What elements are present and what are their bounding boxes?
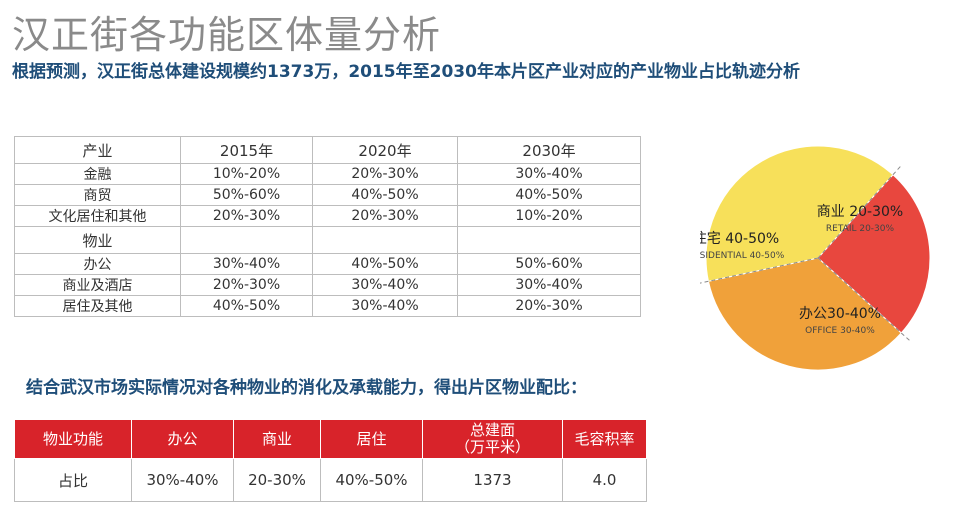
table-header-row: 产业 2015年 2020年 2030年: [14, 136, 641, 164]
table-cell: 40%-50%: [457, 184, 641, 206]
table-cell: 30%-40%: [180, 253, 313, 275]
table-cell: 居住及其他: [14, 295, 181, 317]
ratio-cell: 1373: [422, 458, 563, 502]
ratio-header-cell: 毛容积率: [562, 419, 647, 459]
page-subtitle: 根据预测，汉正街总体建设规模约1373万，2015年至2030年本片区产业对应的…: [12, 62, 800, 82]
ratio-cell: 40%-50%: [320, 458, 423, 502]
table-cell: [457, 226, 641, 254]
pie-slice-sublabel: OFFICE 30-40%: [805, 326, 875, 336]
pie-slice-label: 商业 20-30%: [817, 204, 903, 220]
table-cell: 30%-40%: [312, 274, 458, 296]
table-cell: 金融: [14, 163, 181, 185]
pie-slice-sublabel: RETAIL 20-30%: [826, 224, 895, 234]
ratio-cell: 占比: [14, 458, 132, 502]
table-cell: 40%-50%: [180, 295, 313, 317]
table-cell: 20%-30%: [180, 274, 313, 296]
table-row: 文化居住和其他 20%-30% 20%-30% 10%-20%: [14, 205, 641, 227]
table-cell: 30%-40%: [457, 163, 641, 185]
table-cell: 40%-50%: [312, 253, 458, 275]
ratio-header-cell: 物业功能: [14, 419, 132, 459]
table-cell: 商业及酒店: [14, 274, 181, 296]
property-ratio-table: 物业功能 办公 商业 居住 总建面 （万平米） 毛容积率 占比 30%-40% …: [14, 419, 647, 502]
ratio-header-cell: 居住: [320, 419, 423, 459]
ratio-cell: 20-30%: [233, 458, 321, 502]
table-cell: 办公: [14, 253, 181, 275]
page-title: 汉正街各功能区体量分析: [12, 13, 442, 57]
pie-slice-sublabel: RESIDENTIAL 40-50%: [700, 251, 785, 261]
pie-slice: [707, 257, 902, 371]
ratio-header-cell: 总建面 （万平米）: [422, 419, 563, 459]
ratio-cell: 4.0: [562, 458, 647, 502]
conclusion-text: 结合武汉市场实际情况对各种物业的消化及承载能力，得出片区物业配比：: [26, 378, 587, 398]
table-row: 居住及其他 40%-50% 30%-40% 20%-30%: [14, 295, 641, 317]
table-cell: 商贸: [14, 184, 181, 206]
pie-divider: [817, 164, 903, 259]
table-cell: 30%-40%: [457, 274, 641, 296]
property-pie-chart: 商业 20-30% RETAIL 20-30% 办公30-40% OFFICE 30-…: [700, 145, 931, 371]
table-cell: 30%-40%: [312, 295, 458, 317]
header-cell: 产业: [14, 136, 181, 164]
table-cell: 20%-30%: [457, 295, 641, 317]
table-cell: [312, 226, 458, 254]
table-cell: 50%-60%: [457, 253, 641, 275]
table-cell: [180, 226, 313, 254]
table-cell: 50%-60%: [180, 184, 313, 206]
section-row: 物业: [14, 226, 641, 254]
table-cell: 20%-30%: [180, 205, 313, 227]
ratio-header-row: 物业功能 办公 商业 居住 总建面 （万平米） 毛容积率: [14, 419, 647, 459]
header-cell: 2030年: [457, 136, 641, 164]
table-cell: 20%-30%: [312, 163, 458, 185]
pie-slice: [705, 145, 894, 282]
table-row: 金融 10%-20% 20%-30% 30%-40%: [14, 163, 641, 185]
table-cell: 40%-50%: [312, 184, 458, 206]
ratio-data-row: 占比 30%-40% 20-30% 40%-50% 1373 4.0: [14, 458, 647, 502]
table-cell: 10%-20%: [180, 163, 313, 185]
ratio-header-cell: 办公: [131, 419, 234, 459]
header-cell: 2020年: [312, 136, 458, 164]
table-cell: 10%-20%: [457, 205, 641, 227]
pie-slice-label: 办公30-40%: [799, 306, 881, 322]
table-row: 办公 30%-40% 40%-50% 50%-60%: [14, 253, 641, 275]
industry-property-table: 产业 2015年 2020年 2030年 金融 10%-20% 20%-30% …: [14, 136, 641, 317]
ratio-header-cell: 商业: [233, 419, 321, 459]
ratio-cell: 30%-40%: [131, 458, 234, 502]
pie-slice-label: 住宅 40-50%: [700, 231, 779, 247]
table-row: 商贸 50%-60% 40%-50% 40%-50%: [14, 184, 641, 206]
table-cell: 文化居住和其他: [14, 205, 181, 227]
pie-slice: [817, 174, 931, 334]
section-label: 物业: [14, 226, 181, 254]
table-cell: 20%-30%: [312, 205, 458, 227]
table-row: 商业及酒店 20%-30% 30%-40% 30%-40%: [14, 274, 641, 296]
header-cell: 2015年: [180, 136, 313, 164]
